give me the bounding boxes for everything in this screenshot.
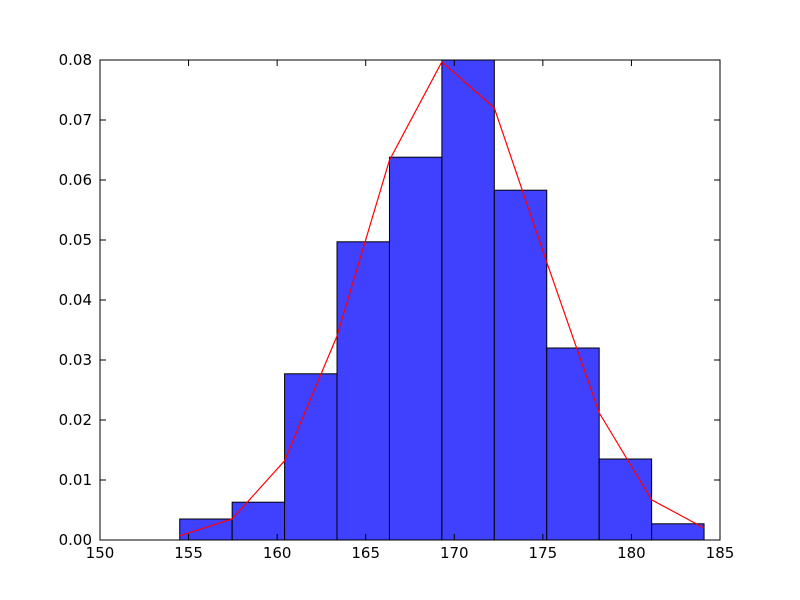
bar bbox=[441, 59, 495, 541]
y-tick-label: 0.04 bbox=[59, 291, 92, 309]
bar bbox=[651, 523, 705, 541]
x-tick-label: 160 bbox=[263, 544, 292, 562]
bar bbox=[493, 189, 548, 541]
x-tick-label: 175 bbox=[529, 544, 558, 562]
y-tick-label: 0.02 bbox=[59, 411, 92, 429]
x-tick-label: 180 bbox=[617, 544, 646, 562]
x-tick-label: 170 bbox=[440, 544, 469, 562]
x-tick-label: 155 bbox=[174, 544, 203, 562]
x-tick-label: 165 bbox=[351, 544, 380, 562]
x-tick-label: 185 bbox=[706, 544, 735, 562]
bar bbox=[284, 373, 338, 541]
bar bbox=[546, 347, 600, 541]
bar bbox=[336, 241, 390, 541]
y-tick-label: 0.08 bbox=[59, 51, 92, 69]
y-tick-label: 0.05 bbox=[59, 231, 92, 249]
bar bbox=[388, 156, 443, 541]
x-tick-label: 150 bbox=[86, 544, 115, 562]
y-tick-label: 0.01 bbox=[59, 471, 92, 489]
y-tick-label: 0.00 bbox=[59, 531, 92, 549]
y-tick-label: 0.06 bbox=[59, 171, 92, 189]
density-line bbox=[179, 60, 705, 537]
y-tick-label: 0.03 bbox=[59, 351, 92, 369]
y-tick-label: 0.07 bbox=[59, 111, 92, 129]
bar bbox=[598, 458, 653, 541]
